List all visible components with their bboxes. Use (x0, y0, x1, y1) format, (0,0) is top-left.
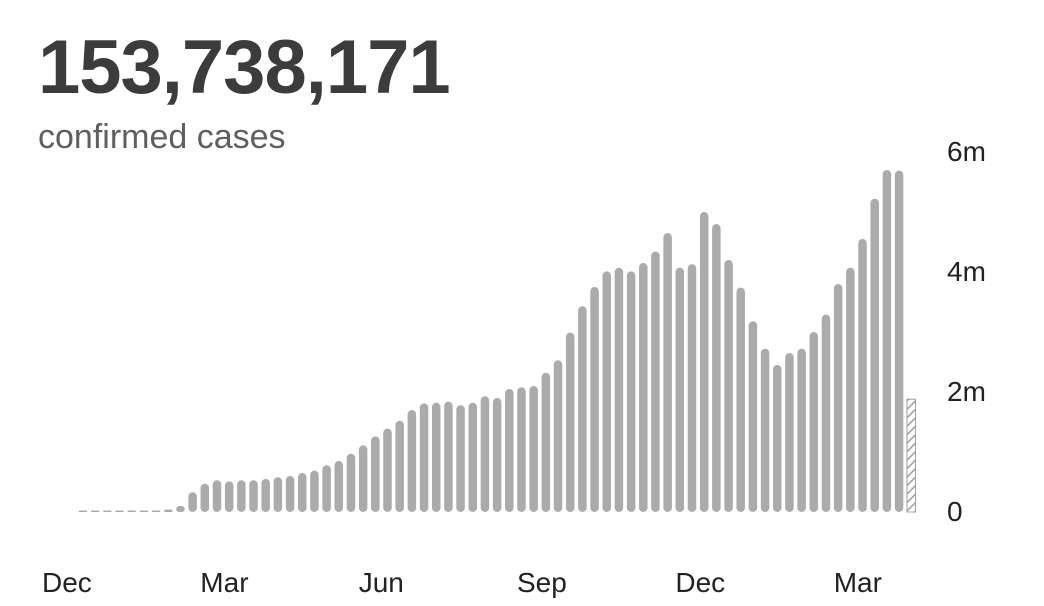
bar (115, 510, 124, 512)
bar (480, 396, 490, 512)
bar (188, 492, 197, 512)
bar (346, 453, 356, 512)
y-tick-label: 2m (947, 376, 986, 407)
y-tick-label: 4m (947, 256, 986, 287)
x-tick-label: Sep (517, 567, 567, 598)
bar (675, 267, 685, 512)
bar (103, 510, 112, 512)
bar (285, 476, 295, 512)
y-tick-label: 0 (947, 496, 963, 527)
bar (261, 479, 270, 512)
bar (164, 509, 173, 512)
x-tick-label: Dec (42, 567, 92, 598)
bar (785, 353, 794, 512)
bar (517, 387, 526, 512)
bar (663, 233, 672, 512)
bar (529, 386, 538, 512)
bar (371, 436, 380, 512)
total-cases-label: confirmed cases (38, 118, 286, 156)
bar (139, 510, 149, 512)
bar (821, 314, 831, 512)
bar (249, 480, 258, 512)
bar (578, 306, 587, 512)
bars-group (78, 170, 916, 513)
bar (395, 420, 404, 512)
bar (492, 398, 502, 512)
bar (444, 401, 453, 512)
bar (687, 264, 697, 512)
x-tick-label: Dec (675, 567, 725, 598)
bar (407, 410, 417, 512)
bar (614, 267, 624, 512)
bar (565, 332, 575, 512)
bar (858, 239, 867, 512)
bar (833, 284, 843, 512)
bar (846, 267, 855, 512)
total-cases-value: 153,738,171 (38, 25, 451, 110)
bar (456, 405, 465, 512)
bar (882, 170, 892, 512)
bar (724, 260, 733, 512)
partial-bar (906, 398, 916, 513)
bar (90, 510, 100, 512)
bar (78, 510, 88, 512)
bar (894, 170, 904, 512)
bar (310, 470, 319, 512)
y-tick-label: 6m (947, 136, 986, 167)
bar (334, 461, 344, 512)
bar (639, 263, 648, 512)
bar (127, 510, 136, 512)
bar (383, 428, 392, 512)
x-tick-label: Jun (359, 567, 404, 598)
bar (212, 480, 222, 512)
bar (273, 477, 283, 512)
bar (760, 348, 770, 512)
bar (151, 510, 161, 512)
bar (797, 348, 806, 512)
bar (699, 212, 709, 512)
bar (322, 465, 331, 512)
bar (748, 321, 758, 512)
bar (200, 483, 210, 512)
bar (590, 287, 599, 512)
y-axis: 0 2m 4m 6m (947, 136, 986, 527)
bar (602, 271, 611, 512)
bar (712, 224, 721, 512)
bar (809, 332, 819, 512)
x-tick-label: Mar (834, 567, 882, 598)
bar (541, 372, 551, 512)
bar (505, 389, 514, 512)
x-tick-label: Mar (200, 567, 248, 598)
bar (237, 480, 246, 512)
bar (651, 251, 660, 512)
bar (553, 360, 563, 512)
bar (419, 403, 429, 512)
bar (468, 402, 478, 512)
bar (358, 445, 368, 512)
x-axis: Dec Mar Jun Sep Dec Mar (42, 567, 882, 598)
bar (773, 365, 782, 512)
bar (626, 271, 636, 512)
bar (176, 506, 185, 512)
bar (431, 402, 441, 512)
bar (224, 481, 234, 512)
bar (736, 287, 745, 512)
bar (870, 198, 879, 513)
bar (297, 473, 307, 512)
